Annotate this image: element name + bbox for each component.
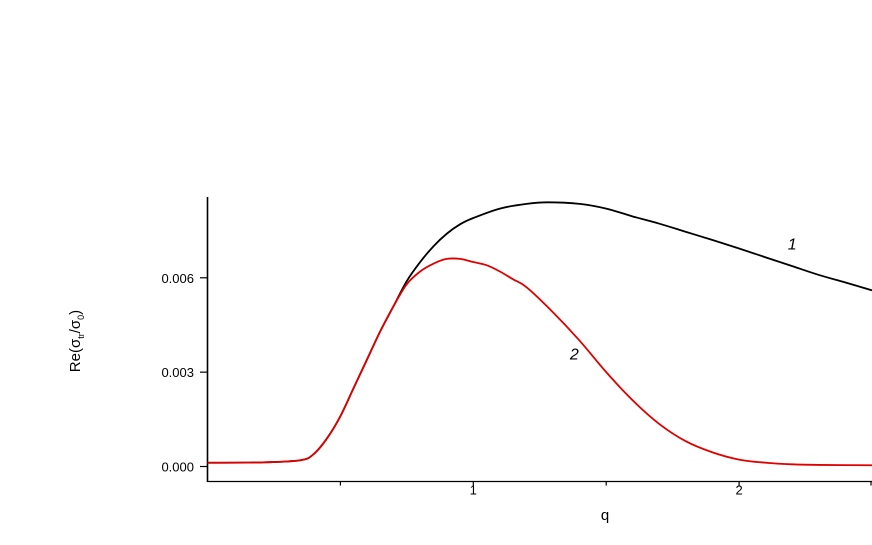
y-tick-label: 0.003	[161, 365, 194, 380]
y-ticks: 0.000 0.003 0.006	[161, 271, 208, 475]
curve-label-1: 1	[788, 236, 797, 253]
curve-label-2: 2	[569, 347, 579, 364]
annotation-layer: 12	[569, 236, 797, 363]
y-title-sigma-2: σ	[67, 319, 84, 329]
y-axis-title: Re(σtr/σ0)	[67, 310, 86, 372]
svg-text:Re(σtr/σ0): Re(σtr/σ0)	[67, 310, 86, 372]
x-axis-title: q	[601, 507, 609, 524]
x-tick-label: 1	[470, 483, 477, 498]
y-title-sub-2: 0	[76, 315, 86, 320]
y-title-sigma-1: σ	[67, 338, 84, 348]
series-layer	[207, 201, 872, 467]
y-title-prefix: Re(	[67, 348, 84, 372]
y-title-sub-1: tr	[76, 333, 86, 339]
y-title-slash: /	[67, 328, 84, 333]
series-line-1	[207, 201, 872, 464]
y-tick-label: 0.006	[161, 271, 194, 286]
series-line-2	[207, 257, 872, 467]
y-title-suffix: )	[67, 310, 84, 315]
y-tick-label: 0.000	[161, 460, 194, 475]
x-tick-label: 2	[735, 483, 742, 498]
